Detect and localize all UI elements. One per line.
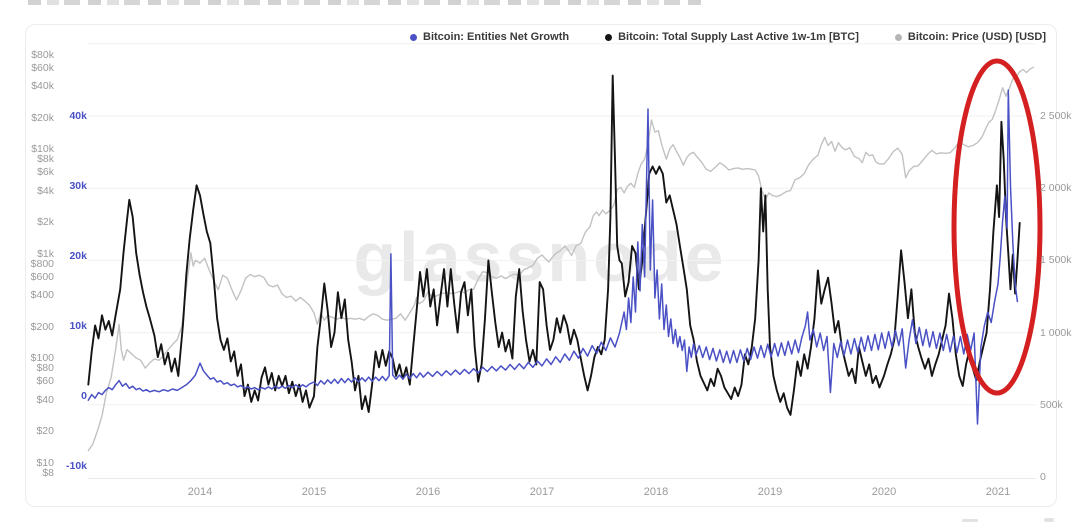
year-axis-label: 2018	[643, 486, 669, 498]
year-axis-label: 2021	[985, 486, 1011, 498]
price-axis-label: $600	[30, 270, 54, 283]
legend-label: Bitcoin: Price (USD) [USD]	[907, 31, 1046, 43]
price-axis-label: $80	[36, 362, 54, 375]
legend-label: Bitcoin: Entities Net Growth	[423, 31, 570, 43]
year-axis-label: 2015	[301, 486, 327, 498]
price-axis-label: $4k	[37, 184, 54, 197]
legend-dot-icon	[894, 33, 902, 41]
price-axis-label: $2k	[37, 216, 54, 229]
year-axis-label: 2019	[757, 486, 783, 498]
price-axis-label: $60	[36, 375, 54, 388]
price-axis-label: $1k	[37, 247, 54, 260]
year-axis-label: 2020	[871, 486, 897, 498]
series-line	[87, 89, 1019, 425]
year-axis-label: 2016	[415, 486, 441, 498]
price-axis-label: $20	[36, 425, 54, 438]
price-axis-label: $40k	[31, 80, 54, 93]
supply-axis-label: 0	[1040, 471, 1046, 483]
entities-axis-label: 40k	[69, 110, 87, 122]
supply-axis-label: 1 500k	[1040, 254, 1072, 267]
entities-axis-label: 30k	[69, 180, 87, 192]
price-axis-label: $200	[30, 320, 54, 333]
series-line	[87, 74, 1021, 416]
price-axis-label: $8	[42, 466, 54, 479]
legend-item[interactable]: Bitcoin: Entities Net Growth	[410, 31, 569, 43]
legend-item[interactable]: Bitcoin: Price (USD) [USD]	[894, 31, 1046, 43]
entities-axis-label: -10k	[65, 460, 87, 472]
entities-axis-label: 20k	[69, 250, 87, 262]
year-axis-label: 2014	[187, 486, 213, 498]
entities-axis-label: 10k	[69, 320, 87, 332]
price-axis-label: $40	[36, 393, 54, 406]
cropped-caption-remnant	[1044, 518, 1054, 522]
supply-axis-label: 500k	[1040, 398, 1063, 411]
series-line	[87, 66, 1035, 452]
price-axis-label: $10	[36, 456, 54, 469]
chart-legend: Bitcoin: Entities Net Growth Bitcoin: Tot…	[410, 31, 1046, 43]
price-axis-label: $400	[30, 289, 54, 302]
legend-label: Bitcoin: Total Supply Last Active 1w-1m …	[618, 31, 859, 43]
red-ellipse-annotation	[951, 58, 1043, 396]
entities-axis-label: 0	[81, 390, 87, 402]
chart-card	[25, 24, 1057, 507]
supply-axis-label: 1 000k	[1040, 326, 1072, 339]
supply-axis-label: 2 000k	[1040, 182, 1072, 195]
supply-axis-label: 2 500k	[1040, 110, 1072, 122]
price-axis-label: $800	[30, 257, 54, 270]
legend-item[interactable]: Bitcoin: Total Supply Last Active 1w-1m …	[605, 31, 859, 43]
cropped-caption-remnant	[962, 519, 978, 522]
price-axis-label: $80k	[31, 48, 54, 61]
price-axis-label: $100	[30, 352, 54, 364]
price-axis-label: $8k	[37, 153, 54, 166]
price-axis-label: $10k	[31, 143, 54, 155]
price-axis-label: $60k	[31, 61, 54, 74]
year-axis-label: 2017	[529, 486, 555, 498]
cropped-text-remnant	[28, 0, 704, 5]
legend-dot-icon	[410, 33, 418, 41]
legend-dot-icon	[605, 33, 613, 41]
price-axis-label: $6k	[37, 166, 54, 179]
price-axis-label: $20k	[31, 111, 54, 124]
